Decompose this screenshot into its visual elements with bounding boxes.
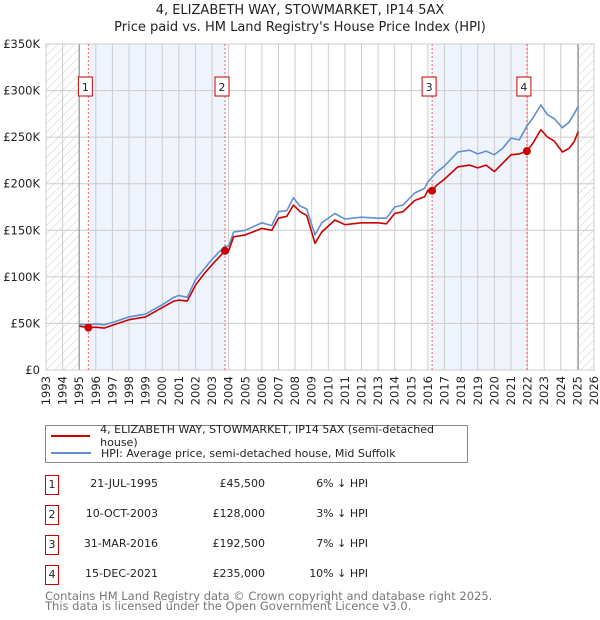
legend-label: 4, ELIZABETH WAY, STOWMARKET, IP14 5AX (… (100, 423, 434, 449)
x-tick-label: 2010 (321, 376, 335, 405)
x-tick-label: 2002 (188, 376, 202, 405)
sale-date: 31-MAR-2016 (83, 537, 158, 550)
footer-licence: This data is licensed under the Open Gov… (45, 599, 412, 613)
hpi-diff: 10% ↓ HPI (309, 567, 368, 580)
x-tick-label: 2003 (205, 376, 219, 405)
sale-marker-label: 2 (219, 81, 226, 94)
x-tick-label: 2026 (587, 376, 600, 405)
x-tick-label: 2017 (438, 376, 452, 405)
sale-point (221, 246, 230, 255)
x-tick-label: 2019 (471, 376, 485, 405)
x-tick-label: 1994 (56, 376, 70, 405)
shaded-period (432, 44, 527, 370)
x-tick-label: 2016 (421, 376, 435, 405)
x-tick-label: 2020 (487, 376, 501, 405)
y-tick-label: £350K (3, 37, 40, 51)
shaded-period (88, 44, 226, 370)
x-tick-label: 2001 (172, 376, 186, 405)
x-tick-label: 1999 (139, 376, 153, 405)
chart-title: 4, ELIZABETH WAY, STOWMARKET, IP14 5AX (155, 3, 445, 18)
sale-marker-box (516, 76, 532, 97)
sale-marker-box (77, 76, 93, 97)
legend-item-property: 4, ELIZABETH WAY, STOWMARKET, IP14 5AX (… (46, 423, 467, 449)
x-tick-label: 1997 (105, 376, 119, 405)
sale-date: 10-OCT-2003 (85, 507, 158, 520)
hpi-diff: 3% ↓ HPI (316, 507, 368, 520)
x-tick-label: 2005 (238, 376, 252, 405)
red-line-swatch (51, 435, 91, 437)
sale-point (428, 186, 437, 195)
sale-marker-box (421, 76, 437, 97)
x-tick-label: 2018 (454, 376, 468, 405)
marker-number: 3 (45, 535, 59, 555)
y-tick-label: £0 (25, 363, 40, 377)
y-tick-label: £300K (3, 84, 40, 98)
sale-date: 21-JUL-1995 (90, 477, 158, 490)
x-tick-label: 2011 (338, 376, 352, 405)
sale-price: £192,500 (212, 537, 266, 550)
hpi-diff: 7% ↓ HPI (316, 537, 368, 550)
legend-item-hpi: HPI: Average price, semi-detached house,… (46, 445, 396, 461)
x-tick-label: 2024 (554, 376, 568, 405)
x-tick-label: 1998 (122, 376, 136, 405)
sale-price: £45,500 (219, 477, 266, 490)
x-tick-label: 2023 (537, 376, 551, 405)
x-tick-label: 2000 (155, 376, 169, 405)
hatched-region (578, 44, 594, 370)
footer-copyright: Contains HM Land Registry data © Crown c… (45, 589, 493, 603)
x-tick-label: 2025 (570, 376, 584, 405)
sale-marker-label: 1 (82, 81, 89, 94)
sale-point (84, 323, 93, 332)
legend-label: HPI: Average price, semi-detached house,… (101, 446, 396, 460)
x-tick-label: 2012 (355, 376, 369, 405)
x-tick-label: 1995 (72, 376, 86, 405)
x-tick-label: 2013 (371, 376, 385, 405)
marker-number: 4 (45, 565, 59, 585)
sale-marker-box (214, 76, 230, 97)
x-tick-label: 2004 (222, 376, 236, 405)
x-tick-label: 2022 (521, 376, 535, 405)
y-tick-label: £250K (3, 130, 40, 144)
x-tick-label: 2021 (504, 376, 518, 405)
x-tick-label: 2015 (404, 376, 418, 405)
sale-marker-label: 4 (520, 81, 527, 94)
plot-border (45, 43, 595, 371)
hpi-line (79, 104, 579, 326)
x-tick-label: 1993 (39, 376, 53, 405)
marker-number: 1 (45, 475, 59, 495)
x-tick-label: 2009 (305, 376, 319, 405)
chart-subtitle: Price paid vs. HM Land Registry's House … (114, 20, 486, 35)
x-tick-label: 2008 (288, 376, 302, 405)
x-tick-label: 1996 (89, 376, 103, 405)
sale-price: £235,000 (212, 567, 266, 580)
sale-point (522, 147, 531, 156)
sale-price: £128,000 (212, 507, 266, 520)
x-tick-label: 2007 (271, 376, 285, 405)
sale-date: 15-DEC-2021 (84, 567, 158, 580)
x-tick-label: 2006 (255, 376, 269, 405)
y-tick-label: £100K (3, 270, 40, 284)
sale-marker-label: 3 (426, 81, 433, 94)
hpi-diff: 6% ↓ HPI (316, 477, 368, 490)
legend: 4, ELIZABETH WAY, STOWMARKET, IP14 5AX (… (45, 423, 468, 463)
marker-number: 2 (45, 505, 59, 525)
y-tick-label: £200K (3, 177, 40, 191)
x-tick-label: 2014 (388, 376, 402, 405)
price-chart: 1993 1994 1995 1996 1997 1998 1999 2000 2001 2002… (3, 37, 600, 405)
y-tick-label: £50K (11, 316, 41, 330)
property-price-line (79, 128, 579, 329)
blue-line-swatch (51, 452, 91, 454)
y-tick-label: £150K (3, 223, 40, 237)
